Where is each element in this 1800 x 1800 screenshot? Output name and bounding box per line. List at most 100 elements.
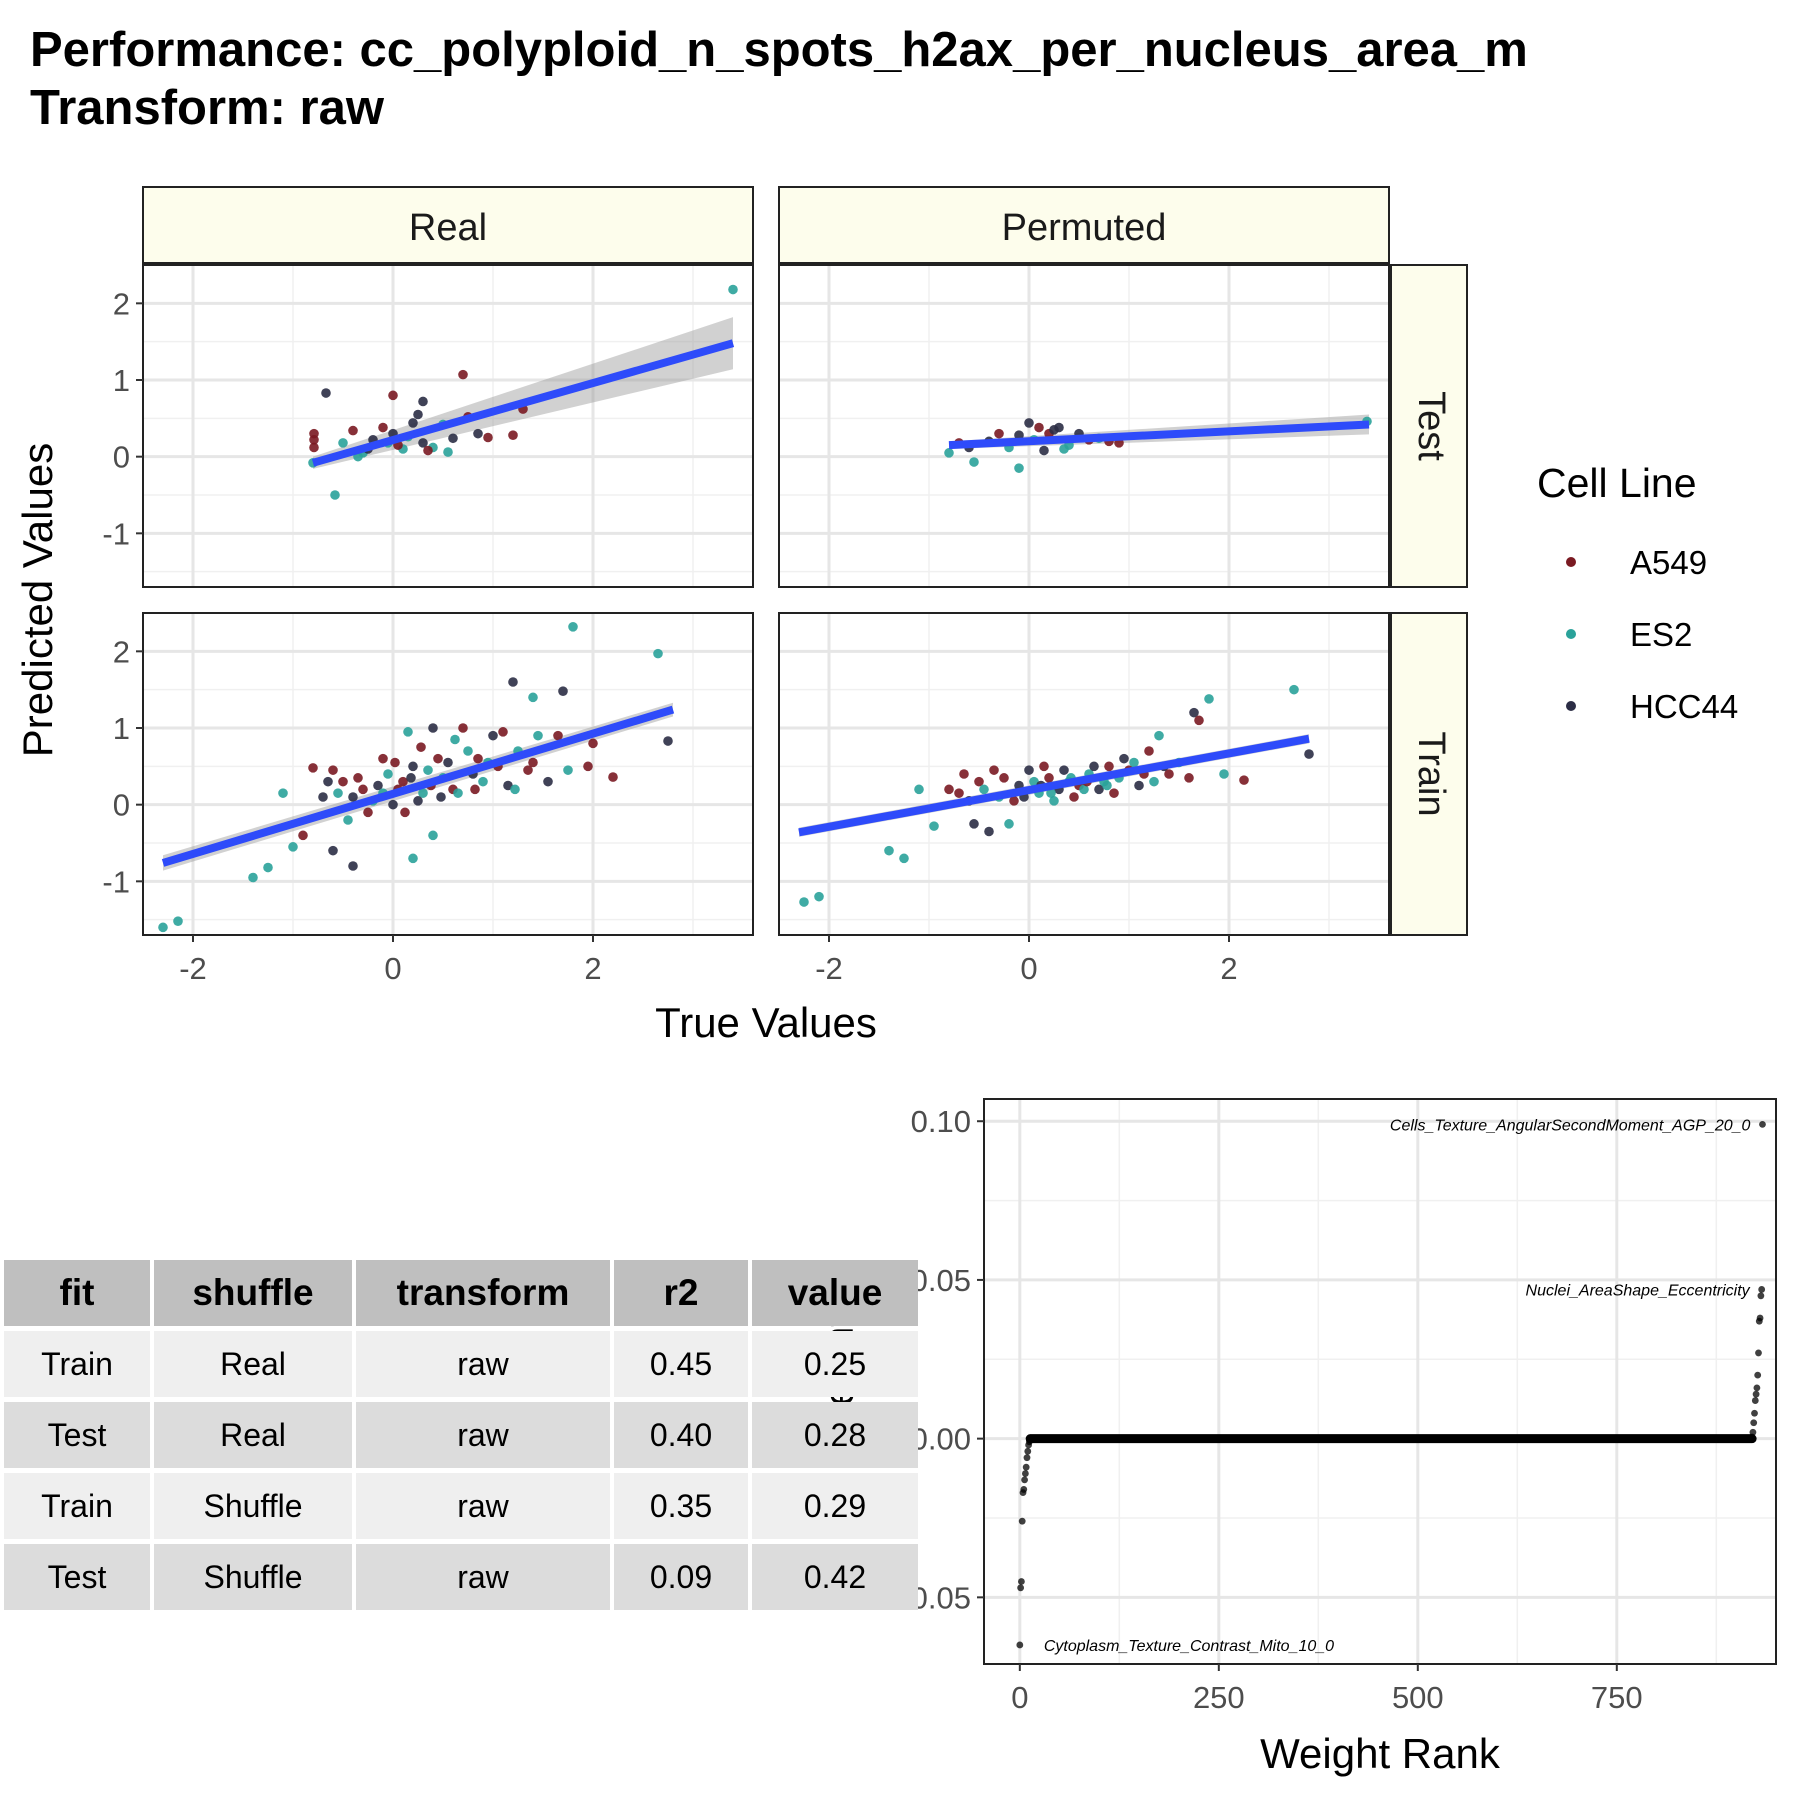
data-point-es2	[814, 891, 824, 902]
data-point-es2	[944, 448, 954, 458]
data-point-a549	[378, 422, 388, 433]
data-point-es2	[288, 842, 298, 852]
data-point-es2	[1129, 757, 1139, 768]
data-point-a549	[528, 757, 538, 768]
y-tick-label: 0	[113, 788, 130, 823]
data-point-a549	[1009, 796, 1019, 806]
data-point-a549	[553, 730, 563, 741]
data-point-hcc44	[418, 396, 428, 407]
panel-border	[142, 612, 754, 936]
data-point-es2	[929, 821, 939, 831]
facet-panel-real-train	[142, 612, 754, 936]
table-cell-r2: 0.35	[614, 1473, 748, 1539]
legend-key-a549	[1566, 557, 1576, 567]
data-point-hcc44	[443, 757, 453, 768]
data-point-a549	[994, 428, 1004, 439]
data-point-hcc44	[413, 796, 423, 806]
data-point-es2	[1154, 730, 1164, 741]
table-cell-value: 0.29	[752, 1473, 918, 1539]
x-tick-label: 2	[584, 951, 601, 986]
facet-strip-train	[1390, 612, 1468, 936]
data-point-a549	[1039, 761, 1049, 772]
facet-panel-permuted-test	[778, 264, 1390, 588]
table-cell-fit: Test	[4, 1544, 150, 1610]
y-tick-label: 1	[113, 363, 130, 398]
data-point-a549	[390, 757, 400, 768]
weight-point	[1021, 1476, 1028, 1484]
data-point-es2	[248, 872, 258, 883]
data-point-hcc44	[969, 819, 979, 829]
x-axis-title: Weight Rank	[1260, 1730, 1501, 1777]
data-point-a549	[470, 784, 480, 795]
y-tick-label: 0.10	[911, 1104, 971, 1139]
facet-strip-label: Permuted	[1002, 207, 1167, 249]
data-point-a549	[1044, 773, 1054, 783]
data-point-hcc44	[503, 780, 513, 791]
table-header-r2: r2	[614, 1260, 748, 1326]
fit-line	[161, 705, 675, 867]
fit-line	[948, 420, 1370, 450]
data-point-es2	[1204, 694, 1214, 704]
data-point-a549	[398, 776, 408, 787]
legend-label-hcc44: HCC44	[1630, 688, 1738, 725]
weight-point	[1018, 1517, 1026, 1525]
data-point-a549	[458, 369, 468, 380]
data-point-hcc44	[373, 780, 383, 791]
data-point-a549	[483, 432, 493, 443]
chart-title-line1: Performance: cc_polyploid_n_spots_h2ax_p…	[30, 23, 1528, 77]
data-point-a549	[348, 425, 358, 436]
data-point-hcc44	[321, 388, 331, 398]
table-cell-r2: 0.09	[614, 1544, 748, 1610]
y-tick-label: 0.00	[911, 1422, 971, 1457]
table-cell-shuffle: Real	[154, 1402, 352, 1468]
table-body: Train Real raw 0.45 0.25 Test Real raw 0.40 0.28 T…	[4, 1331, 918, 1610]
data-point-es2	[563, 765, 573, 775]
data-point-a549	[388, 390, 398, 401]
data-point-hcc44	[388, 799, 398, 810]
data-point-hcc44	[428, 723, 438, 733]
data-point-hcc44	[488, 730, 498, 741]
data-point-hcc44	[1024, 418, 1034, 428]
data-point-a549	[298, 830, 308, 841]
panel-background	[779, 613, 1389, 935]
weight-point	[1018, 1578, 1025, 1585]
legend-label-a549: A549	[1630, 544, 1707, 581]
weight-point	[1026, 1436, 1034, 1444]
y-tick-label: 1	[113, 711, 130, 746]
data-point-hcc44	[413, 409, 423, 420]
data-point-es2	[338, 438, 348, 448]
data-point-a549	[309, 435, 319, 445]
data-point-a549	[944, 784, 954, 795]
data-point-a549	[400, 807, 410, 818]
data-point-es2	[969, 457, 979, 467]
data-point-hcc44	[1094, 784, 1104, 795]
weight-point	[1758, 1286, 1766, 1293]
data-point-a549	[363, 807, 373, 818]
data-point-a549	[1109, 788, 1119, 798]
data-point-hcc44	[1119, 753, 1129, 764]
y-tick-label: 2	[113, 634, 130, 669]
table-cell-value: 0.25	[752, 1331, 918, 1397]
x-tick-label: 2	[1220, 951, 1237, 986]
data-point-a549	[999, 773, 1009, 783]
data-point-es2	[653, 648, 663, 659]
data-point-a549	[1194, 715, 1204, 726]
data-point-es2	[173, 916, 183, 926]
x-tick-label: -2	[815, 951, 843, 986]
legend-key-hcc44	[1566, 701, 1576, 711]
table-row: Test Real raw 0.40 0.28	[4, 1402, 918, 1468]
weight-panel-border	[983, 1098, 1777, 1665]
data-point-es2	[263, 862, 273, 873]
data-point-hcc44	[418, 438, 428, 448]
data-point-a549	[473, 753, 483, 764]
y-tick-label: 0.05	[911, 1263, 971, 1298]
table-header-fit: fit	[4, 1260, 150, 1326]
data-point-hcc44	[436, 792, 446, 802]
weight-point	[1023, 1454, 1031, 1462]
facet-strip-test	[1390, 264, 1468, 588]
data-point-es2	[408, 853, 418, 864]
feature-annotation: Cells_Texture_AngularSecondMoment_AGP_20…	[1390, 1117, 1751, 1134]
data-point-a549	[588, 738, 598, 749]
feature-annotation: Cytoplasm_Texture_Contrast_Mito_10_0	[1044, 1638, 1334, 1655]
table-cell-transform: raw	[356, 1544, 610, 1610]
